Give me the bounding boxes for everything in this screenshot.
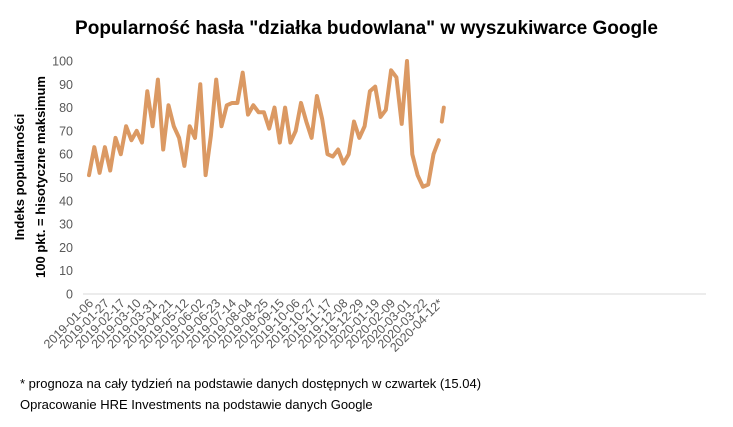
series-group	[87, 59, 446, 189]
source-note: Opracowanie HRE Investments na podstawie…	[20, 397, 373, 412]
x-axis-ticks: 2019-01-062019-01-272019-02-172019-03-10…	[41, 296, 446, 355]
y-tick-label: 50	[59, 171, 73, 185]
series-line	[87, 59, 441, 189]
y-axis-ticks: 0 10 20 30 40 50 60 70 80 90 100	[52, 55, 73, 302]
forecast-segment	[439, 105, 446, 124]
y-tick-label: 20	[59, 241, 73, 255]
y-tick-label: 60	[59, 148, 73, 162]
y-tick-label: 100	[52, 55, 73, 69]
y-tick-label: 90	[59, 78, 73, 92]
y-axis-label-line-1: Indeks popularności	[12, 114, 27, 240]
y-tick-label: 10	[59, 264, 73, 278]
y-tick-label: 30	[59, 218, 73, 232]
chart-title: Popularność hasła "działka budowlana" w …	[75, 18, 658, 39]
forecast-footnote: * prognoza na cały tydzień na podstawie …	[20, 376, 482, 391]
y-axis-label: Indeks popularności 100 pkt. = hisotyczn…	[12, 76, 48, 278]
y-axis-label-line-2: 100 pkt. = hisotyczne maksimum	[33, 76, 48, 278]
y-tick-label: 70	[59, 124, 73, 138]
y-tick-label: 40	[59, 194, 73, 208]
y-tick-label: 0	[66, 288, 73, 302]
y-tick-label: 80	[59, 101, 73, 115]
